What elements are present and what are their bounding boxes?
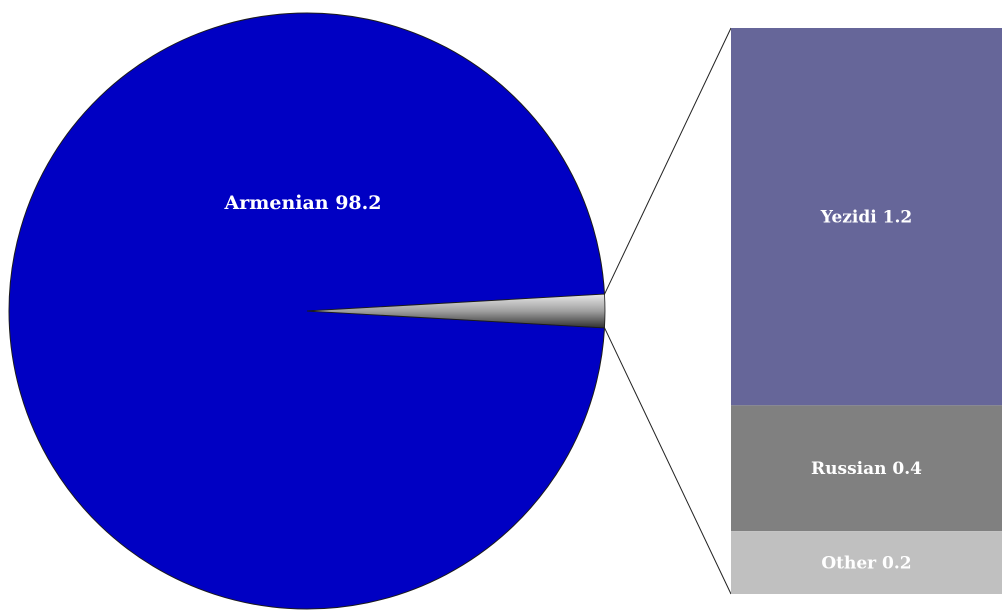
connector-line-bottom bbox=[604, 327, 732, 595]
bar-label-yezidi: Yezidi 1.2 bbox=[820, 208, 912, 228]
connector-line-top bbox=[604, 27, 732, 295]
pie-slice-other-groups bbox=[306, 293, 606, 329]
bar-segment-russian bbox=[731, 405, 1002, 532]
pie-label-armenian: Armenian 98.2 bbox=[224, 192, 382, 214]
pie-slice-armenian bbox=[8, 12, 606, 610]
connector-lines bbox=[604, 27, 732, 595]
bar-segment-yezidi bbox=[731, 28, 1002, 406]
bar-label-russian: Russian 0.4 bbox=[811, 459, 922, 479]
pie-group: Armenian 98.2 bbox=[8, 12, 606, 610]
bar-label-other: Other 0.2 bbox=[821, 554, 911, 574]
bar-segment-other bbox=[731, 531, 1002, 594]
breakout-bar: Yezidi 1.2 Russian 0.4 Other 0.2 bbox=[731, 28, 1002, 594]
